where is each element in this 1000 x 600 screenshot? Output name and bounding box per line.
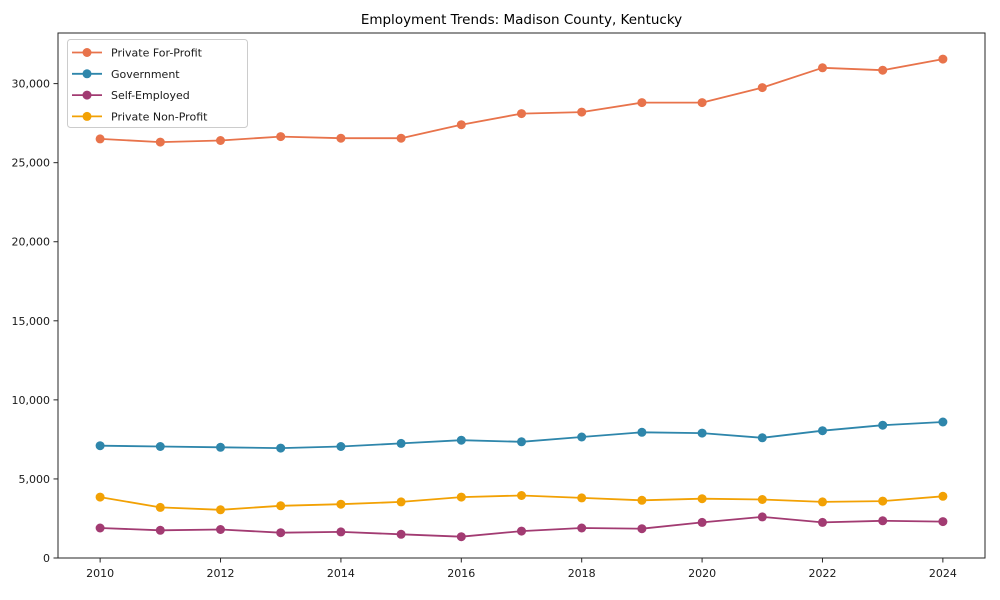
data-point-self-employed-2024 (938, 517, 948, 527)
data-point-private-non-profit-2013 (276, 501, 286, 511)
plot-frame (57, 32, 986, 559)
data-point-self-employed-2014 (336, 527, 346, 537)
data-point-self-employed-2018 (577, 523, 587, 533)
legend: Private For-Profit Government Self-Employe… (67, 39, 248, 128)
data-point-government-2022 (818, 426, 827, 436)
data-point-self-employed-2012 (216, 525, 225, 534)
x-tick-label: 2016 (447, 567, 475, 580)
data-point-self-employed-2021 (757, 512, 767, 522)
legend-label: Self-Employed (111, 89, 190, 102)
y-tick-label: 30,000 (12, 78, 51, 91)
data-point-private-for-profit-2018 (577, 107, 587, 117)
data-point-government-2010 (95, 441, 105, 451)
data-point-self-employed-2016 (456, 532, 466, 542)
data-point-private-for-profit-2021 (757, 83, 767, 93)
chart-title: Employment Trends: Madison County, Kentu… (360, 12, 683, 28)
legend-marker (82, 69, 92, 79)
data-point-government-2012 (216, 442, 225, 452)
data-point-government-2024 (938, 417, 948, 427)
x-tick-label: 2020 (688, 567, 716, 580)
data-point-government-2018 (577, 432, 587, 442)
data-point-self-employed-2023 (878, 516, 888, 526)
data-point-private-for-profit-2011 (155, 137, 165, 147)
data-point-government-2013 (276, 443, 286, 453)
data-point-government-2020 (697, 428, 707, 438)
data-point-self-employed-2015 (396, 529, 406, 539)
legend-item-government: Government (72, 68, 180, 81)
data-point-private-for-profit-2015 (396, 133, 406, 143)
x-tick-label: 2014 (327, 567, 355, 580)
x-tick-label: 2010 (86, 567, 114, 580)
data-point-government-2017 (517, 437, 526, 447)
series-private-for-profit (95, 54, 948, 147)
data-point-private-for-profit-2024 (938, 54, 948, 64)
legend-marker (82, 111, 92, 121)
data-point-private-non-profit-2024 (938, 491, 948, 501)
legend-box (67, 39, 248, 128)
data-point-self-employed-2017 (517, 526, 526, 536)
y-tick-label: 10,000 (12, 394, 51, 407)
series-private-non-profit (95, 491, 948, 515)
legend-marker (82, 48, 92, 57)
data-point-private-non-profit-2017 (517, 491, 526, 500)
data-point-self-employed-2019 (637, 524, 647, 534)
data-point-private-non-profit-2015 (396, 497, 406, 507)
series-government (95, 417, 948, 453)
data-point-self-employed-2022 (818, 517, 827, 527)
data-point-private-for-profit-2020 (697, 98, 707, 108)
data-point-private-for-profit-2013 (276, 132, 286, 142)
data-point-government-2019 (637, 427, 647, 437)
series-self-employed (95, 512, 948, 542)
data-point-private-for-profit-2017 (517, 109, 526, 119)
data-point-private-non-profit-2011 (155, 502, 165, 512)
data-point-government-2021 (757, 433, 767, 443)
data-point-private-non-profit-2020 (697, 494, 707, 504)
y-tick-label: 5,000 (19, 473, 51, 486)
data-point-private-non-profit-2019 (637, 495, 647, 505)
x-tick-label: 2022 (808, 567, 836, 580)
data-point-private-for-profit-2016 (456, 120, 466, 130)
data-point-government-2014 (336, 442, 346, 451)
legend-label: Private Non-Profit (111, 110, 208, 123)
data-point-self-employed-2020 (697, 517, 707, 527)
data-point-private-for-profit-2023 (878, 65, 888, 75)
legend-item-self-employed: Self-Employed (72, 89, 190, 102)
data-point-government-2023 (878, 420, 888, 430)
data-point-private-non-profit-2012 (216, 505, 225, 515)
data-point-private-non-profit-2023 (878, 496, 888, 506)
data-point-private-non-profit-2014 (336, 499, 346, 509)
data-point-private-non-profit-2016 (456, 492, 466, 502)
data-point-government-2016 (456, 435, 466, 445)
legend-item-private-for-profit: Private For-Profit (72, 47, 203, 60)
data-point-government-2011 (155, 442, 165, 451)
data-point-private-for-profit-2022 (818, 63, 827, 73)
data-point-private-non-profit-2021 (757, 495, 767, 504)
data-point-private-for-profit-2010 (95, 134, 105, 144)
y-tick-label: 25,000 (12, 157, 51, 170)
data-point-government-2015 (396, 438, 406, 448)
data-point-private-non-profit-2018 (577, 493, 587, 503)
data-point-self-employed-2013 (276, 528, 286, 538)
x-tick-label: 2024 (929, 567, 957, 580)
y-tick-label: 0 (43, 552, 50, 565)
y-tick-label: 15,000 (12, 315, 51, 328)
data-point-private-for-profit-2012 (216, 136, 225, 145)
x-tick-label: 2012 (207, 567, 235, 580)
data-point-self-employed-2011 (155, 525, 165, 535)
data-point-private-non-profit-2022 (818, 497, 827, 507)
legend-label: Private For-Profit (111, 47, 203, 60)
legend-label: Government (111, 68, 180, 81)
y-tick-label: 20,000 (12, 236, 51, 249)
data-point-private-non-profit-2010 (95, 492, 105, 502)
legend-item-private-non-profit: Private Non-Profit (72, 110, 208, 123)
data-point-private-for-profit-2019 (637, 98, 647, 108)
x-tick-label: 2018 (568, 567, 596, 580)
legend-marker (82, 90, 92, 100)
data-point-self-employed-2010 (95, 523, 105, 533)
data-point-private-for-profit-2014 (336, 133, 346, 143)
